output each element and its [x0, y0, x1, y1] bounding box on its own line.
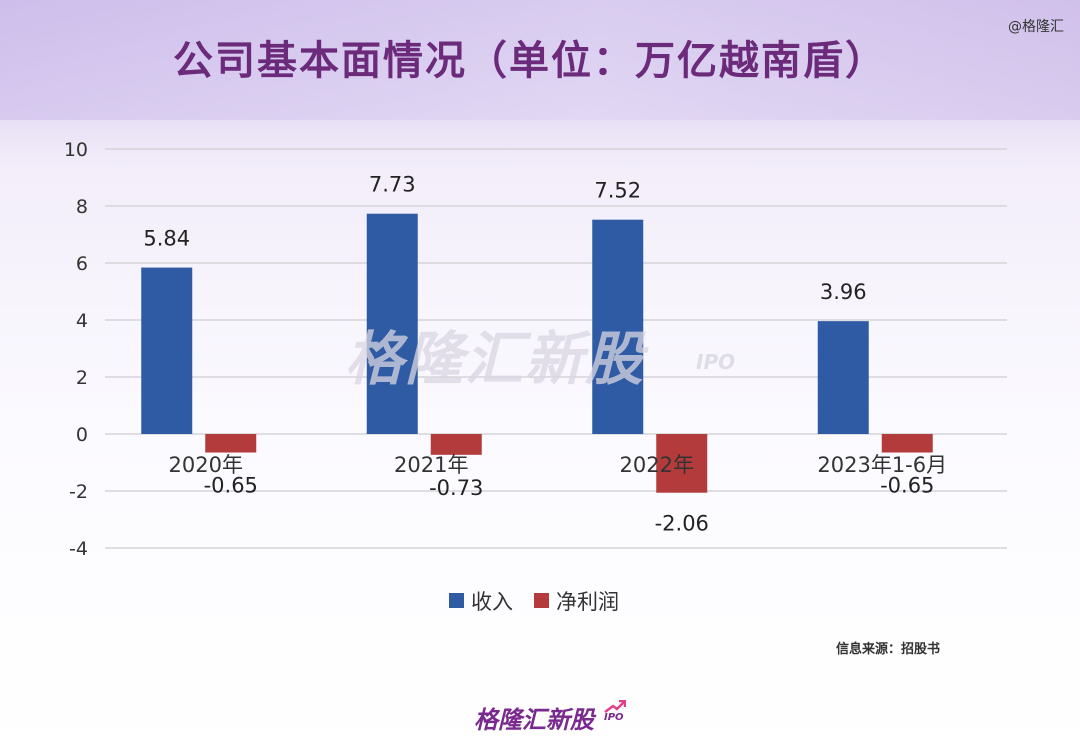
legend-label-revenue: 收入	[471, 590, 513, 614]
x-category-label: 2020年	[169, 453, 243, 477]
x-category-label: 2021年	[394, 453, 468, 477]
bar-net-profit	[430, 434, 482, 455]
legend-swatch-revenue	[449, 593, 464, 608]
source-note: 信息来源：招股书	[835, 642, 940, 657]
data-label: -2.06	[655, 512, 709, 536]
header-band	[0, 0, 1080, 120]
data-label: -0.65	[880, 474, 934, 498]
bar-revenue	[366, 213, 418, 434]
y-tick-label: -4	[69, 538, 88, 560]
data-label: 7.52	[594, 179, 641, 203]
y-tick-label: 6	[76, 253, 88, 275]
data-label: 3.96	[820, 280, 867, 304]
bar-revenue	[817, 321, 869, 434]
y-tick-label: 10	[64, 139, 88, 161]
data-label: 7.73	[369, 173, 416, 197]
bar-revenue	[141, 267, 193, 434]
y-tick-label: -2	[69, 481, 88, 503]
watermark-text: 格隆汇新股	[345, 325, 646, 393]
y-tick-label: 0	[76, 424, 88, 446]
data-label: -0.65	[204, 474, 258, 498]
data-label: -0.73	[429, 476, 483, 500]
data-label: 5.84	[143, 227, 190, 251]
brand-logo-text: 格隆汇新股	[474, 706, 594, 734]
copyright-label: @格隆汇	[1008, 19, 1064, 35]
y-tick-label: 4	[76, 310, 88, 332]
y-tick-label: 2	[76, 367, 88, 389]
trend-arrow-icon	[604, 700, 626, 713]
x-category-label: 2023年1-6月	[817, 453, 947, 477]
bar-net-profit	[205, 434, 257, 453]
bar-net-profit	[656, 434, 708, 493]
legend-label-net-profit: 净利润	[556, 590, 619, 614]
x-category-label: 2022年	[620, 453, 694, 477]
brand-logo-ipo: IPO	[604, 712, 624, 723]
legend-swatch-net-profit	[534, 593, 549, 608]
watermark-ipo-text: IPO	[696, 350, 736, 374]
y-tick-label: 8	[76, 196, 88, 218]
bar-net-profit	[881, 434, 933, 453]
page-title: 公司基本面情况（单位：万亿越南盾）	[173, 37, 887, 84]
bar-revenue	[592, 219, 644, 434]
